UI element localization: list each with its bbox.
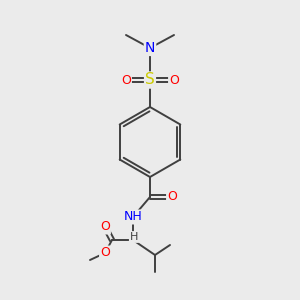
Text: O: O bbox=[100, 247, 110, 260]
Text: H: H bbox=[130, 232, 138, 242]
Text: N: N bbox=[145, 41, 155, 55]
Text: O: O bbox=[121, 74, 131, 86]
Text: O: O bbox=[169, 74, 179, 86]
Text: NH: NH bbox=[124, 211, 142, 224]
Text: S: S bbox=[145, 73, 155, 88]
Text: O: O bbox=[167, 190, 177, 203]
Text: O: O bbox=[100, 220, 110, 233]
